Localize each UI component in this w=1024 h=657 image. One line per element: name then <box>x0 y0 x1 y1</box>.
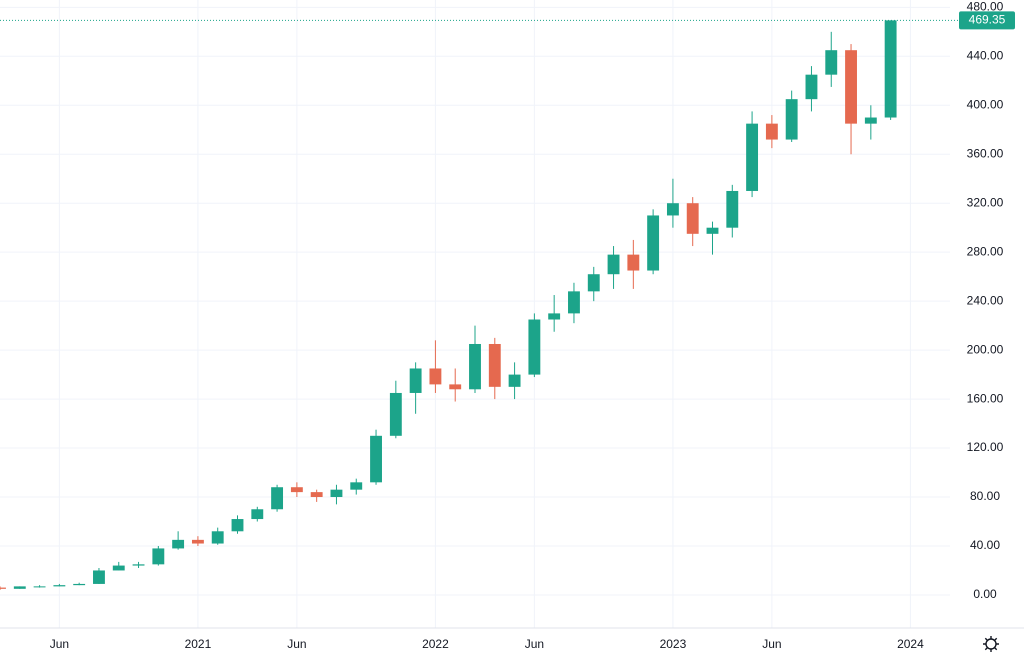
candle-body <box>666 203 679 216</box>
y-tick-label: 160.00 <box>967 391 1004 405</box>
y-tick-label: 40.00 <box>970 538 1000 552</box>
y-tick-label: 80.00 <box>970 489 1000 503</box>
candle-body <box>350 482 363 490</box>
last-price-label: 469.35 <box>969 13 1006 27</box>
candle-body <box>73 583 86 586</box>
candle-body <box>330 489 343 498</box>
y-tick-label: 120.00 <box>967 440 1004 454</box>
candle-body <box>271 487 284 510</box>
y-tick-label: 320.00 <box>967 195 1004 209</box>
candle-body <box>290 487 303 493</box>
candle-body <box>528 319 541 375</box>
candle-body <box>765 123 778 140</box>
candle-body <box>469 343 481 390</box>
last-price-box <box>959 11 1015 30</box>
x-tick-label: Jun <box>287 637 306 651</box>
x-tick-label: 2021 <box>185 637 212 651</box>
candle-body <box>825 50 838 75</box>
candle-body <box>132 564 145 566</box>
candle-body <box>310 492 323 498</box>
x-tick-label: Jun <box>525 637 544 651</box>
y-tick-label: 240.00 <box>967 293 1004 307</box>
candle-body <box>587 274 600 292</box>
candle-body <box>845 50 857 124</box>
y-tick-label: 360.00 <box>967 146 1004 160</box>
y-tick-label: 480.00 <box>967 0 1004 14</box>
candle-body <box>805 74 818 100</box>
candle-body <box>785 99 798 140</box>
candle-body <box>409 368 422 393</box>
candle-body <box>449 384 462 390</box>
candle-body <box>706 227 719 234</box>
candle-body <box>607 254 620 275</box>
y-tick-label: 280.00 <box>967 244 1004 258</box>
x-tick-label: Jun <box>50 637 69 651</box>
candle-body <box>211 531 224 544</box>
candle-body <box>172 539 185 549</box>
candle-body <box>93 570 105 584</box>
y-tick-label: 400.00 <box>967 97 1004 111</box>
y-tick-label: 440.00 <box>967 48 1004 62</box>
candle-body <box>152 548 165 565</box>
candle-body <box>251 509 264 520</box>
candle-body <box>13 586 26 589</box>
candle-body <box>389 392 402 436</box>
candle-body <box>746 123 759 191</box>
candle-body <box>686 203 699 234</box>
candle-body <box>53 585 66 587</box>
x-tick-label: 2023 <box>660 637 687 651</box>
settings-button[interactable] <box>983 636 999 652</box>
x-tick-label: 2024 <box>897 637 924 651</box>
candle-body <box>568 291 580 314</box>
x-tick-label: Jun <box>762 637 781 651</box>
y-tick-label: 200.00 <box>967 342 1004 356</box>
candle-body <box>627 254 640 271</box>
y-tick-label: 0.00 <box>973 587 997 601</box>
candle-body <box>0 587 6 589</box>
candle-body <box>231 519 244 532</box>
candle-body <box>33 586 46 588</box>
candle-body <box>429 368 442 385</box>
x-tick-label: 2022 <box>422 637 449 651</box>
candle-body <box>112 565 125 571</box>
candle-body <box>726 190 739 228</box>
candle-body <box>191 539 204 544</box>
candle-body <box>864 117 877 124</box>
candle-body <box>647 215 660 271</box>
candle-body <box>508 374 521 387</box>
candle-body <box>884 20 897 118</box>
candle-body <box>370 435 382 483</box>
candle-body <box>548 313 561 320</box>
candle-body <box>488 343 501 387</box>
